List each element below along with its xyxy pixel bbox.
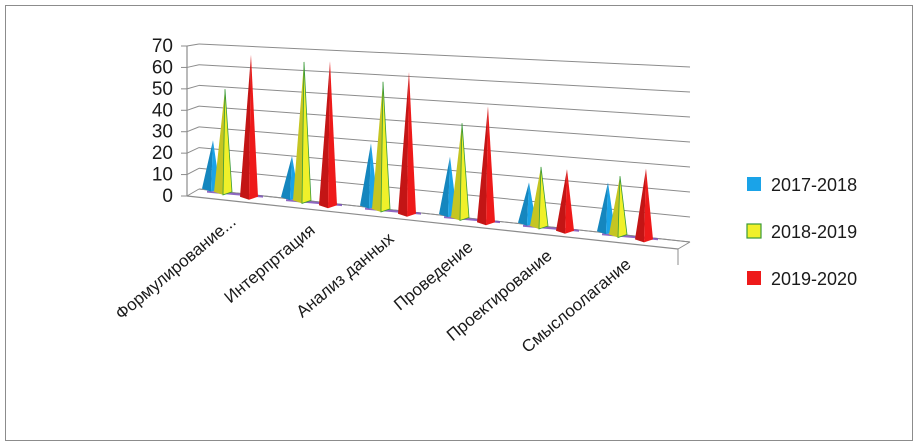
side-gridline-50 bbox=[186, 84, 200, 90]
cone-2018-2019-4 bbox=[538, 166, 549, 230]
cone-shade-2017-2018-4 bbox=[518, 182, 529, 226]
cone-2019-2020-4 bbox=[565, 169, 574, 234]
cone-2019-2020-5 bbox=[644, 168, 653, 243]
side-gridline-40 bbox=[186, 105, 200, 111]
cone-shade-2019-2020-1 bbox=[319, 61, 330, 209]
gridline-40 bbox=[198, 105, 691, 143]
cone-shade-2019-2020-2 bbox=[398, 72, 409, 217]
x-category-label-1: Интерпртация bbox=[221, 220, 319, 306]
cone-shade-2019-2020-4 bbox=[556, 169, 567, 234]
x-category-label-3: Проведение bbox=[390, 237, 476, 314]
side-gridline-0 bbox=[186, 188, 200, 197]
cone-shade-2018-2019-1 bbox=[293, 61, 304, 204]
side-gridline-30 bbox=[186, 126, 200, 133]
x-axis-front-edge bbox=[186, 195, 679, 250]
y-tick-label-70: 70 bbox=[152, 36, 173, 57]
y-tick-label-30: 30 bbox=[152, 122, 173, 143]
cone-shade-2018-2019-2 bbox=[372, 81, 383, 212]
cone-2018-2019-3 bbox=[459, 123, 470, 222]
floor-right-edge bbox=[677, 241, 691, 250]
cone-shade-2017-2018-5 bbox=[597, 182, 608, 235]
cone-shade-2017-2018-0 bbox=[202, 140, 213, 192]
cone-shade-2017-2018-1 bbox=[281, 155, 292, 201]
side-gridline-20 bbox=[186, 147, 200, 154]
chart-legend: 2017-2018 2018-2019 2019-2020 bbox=[746, 175, 857, 289]
cone-2019-2020-2 bbox=[407, 72, 416, 217]
cone-2019-2020-0 bbox=[249, 54, 258, 200]
y-tick-label-0: 0 bbox=[162, 186, 173, 207]
cone-2018-2019-1 bbox=[301, 61, 312, 204]
gridline-30 bbox=[198, 126, 691, 168]
legend-label-2019-2020: 2019-2020 bbox=[771, 269, 857, 289]
cone-shade-2017-2018-3 bbox=[439, 156, 450, 218]
cone-shade-2018-2019-0 bbox=[214, 89, 225, 195]
y-tick-label-40: 40 bbox=[152, 100, 173, 121]
side-gridline-10 bbox=[186, 167, 200, 176]
cone-2018-2019-5 bbox=[617, 176, 628, 239]
cone-shade-2019-2020-5 bbox=[635, 168, 646, 243]
chart-cones bbox=[202, 54, 658, 243]
gridline-70 bbox=[198, 43, 691, 68]
legend-swatch-2018-2019 bbox=[746, 223, 762, 239]
legend-swatch-2017-2018 bbox=[747, 177, 761, 191]
cone-shade-2018-2019-5 bbox=[609, 176, 620, 238]
y-tick-label-20: 20 bbox=[152, 143, 173, 164]
chart-gridlines bbox=[186, 43, 691, 243]
cone-2018-2019-2 bbox=[380, 81, 391, 213]
side-gridline-70 bbox=[186, 43, 200, 47]
cone-shade-2018-2019-4 bbox=[530, 166, 541, 229]
cone-shade-2019-2020-3 bbox=[477, 106, 488, 226]
cone-shade-2017-2018-2 bbox=[360, 143, 371, 209]
y-tick-label-10: 10 bbox=[152, 165, 173, 186]
legend-label-2017-2018: 2017-2018 bbox=[771, 175, 857, 195]
cone-shade-2019-2020-0 bbox=[240, 54, 251, 200]
gridline-50 bbox=[198, 84, 691, 118]
gridline-20 bbox=[198, 147, 691, 193]
legend-swatch-2019-2020 bbox=[747, 271, 761, 285]
y-tick-label-60: 60 bbox=[152, 57, 173, 78]
gridline-60 bbox=[198, 64, 691, 93]
y-tick-label-50: 50 bbox=[152, 79, 173, 100]
legend-label-2018-2019: 2018-2019 bbox=[771, 222, 857, 242]
cone-2019-2020-3 bbox=[486, 106, 495, 226]
side-gridline-60 bbox=[186, 64, 200, 68]
cone-2018-2019-0 bbox=[222, 89, 233, 196]
chart-frame: 0 10 20 30 40 50 60 70 Формулирование... Интерпр… bbox=[5, 5, 913, 441]
cone-2019-2020-1 bbox=[328, 61, 337, 209]
x-category-label-0: Формулирование... bbox=[112, 212, 240, 324]
cone-shade-2018-2019-3 bbox=[451, 123, 462, 221]
